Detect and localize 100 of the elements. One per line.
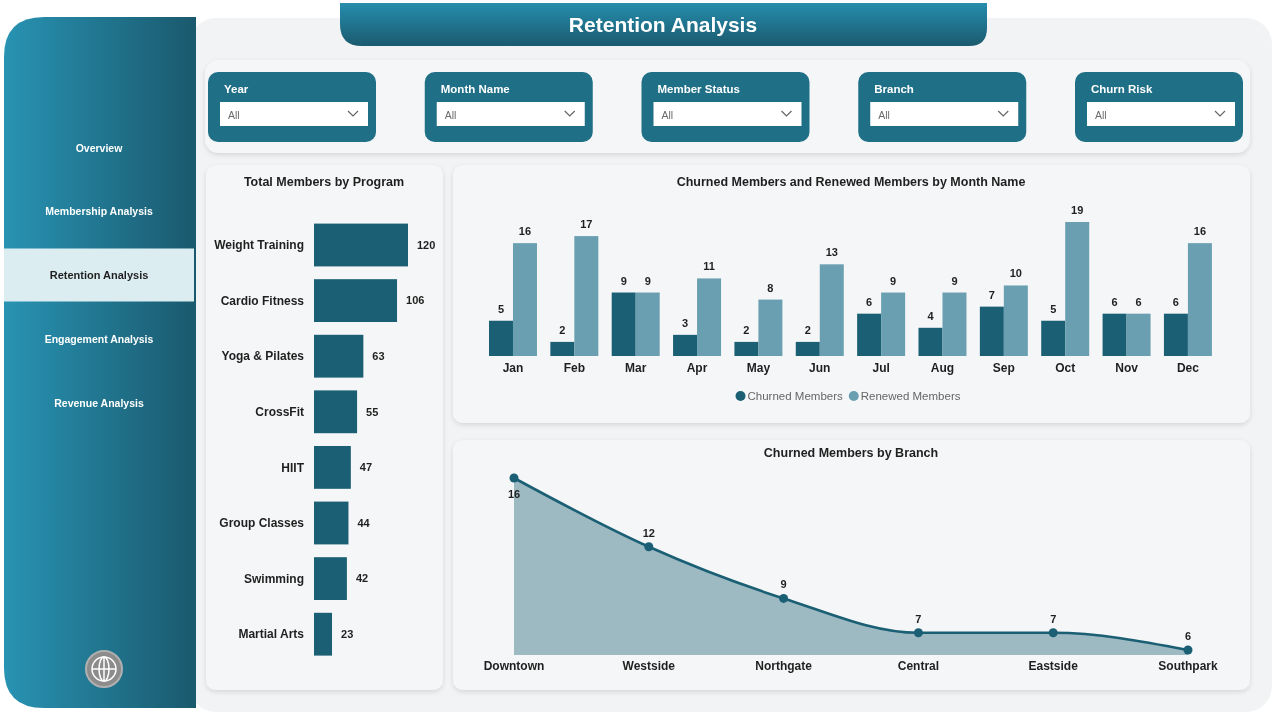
bar xyxy=(314,390,358,434)
bar xyxy=(512,243,537,356)
y-tick-label: Yoga & Pilates xyxy=(221,349,305,364)
bar xyxy=(314,557,347,601)
point xyxy=(913,628,923,638)
bar xyxy=(314,279,398,323)
bar xyxy=(488,320,513,356)
y-tick-label: CrossFit xyxy=(255,405,304,419)
bar xyxy=(1163,313,1188,356)
data-label: 11 xyxy=(703,260,715,273)
chart-title: Churned Members and Renewed Members by Month Name xyxy=(676,175,1026,189)
y-tick-label: Weight Training xyxy=(214,238,304,253)
text: Year xyxy=(224,83,249,96)
point xyxy=(779,593,789,603)
data-label: 9 xyxy=(780,578,787,591)
data-label: 9 xyxy=(644,274,651,287)
data-label: 2 xyxy=(804,323,811,336)
point xyxy=(1048,628,1058,638)
bar xyxy=(635,292,660,356)
text: All xyxy=(1095,108,1107,121)
data-label: 5 xyxy=(497,302,505,315)
data-label: 19 xyxy=(1071,204,1084,216)
text: Churn Risk xyxy=(1091,83,1153,96)
y-tick-label: HIIT xyxy=(281,460,305,475)
text: Retention Analysis xyxy=(49,269,149,282)
data-label: 7 xyxy=(915,612,922,625)
data-label: 16 xyxy=(1193,225,1207,238)
data-label: 63 xyxy=(372,350,385,363)
data-label: 9 xyxy=(951,274,958,287)
data-label: 6 xyxy=(1184,630,1192,642)
text: Month Name xyxy=(440,83,510,96)
bar xyxy=(819,264,844,356)
bar xyxy=(857,313,882,356)
text: Membership Analysis xyxy=(45,205,153,218)
x-tick-label: Aug xyxy=(930,361,955,375)
text: Engagement Analysis xyxy=(44,332,154,345)
text: Retention Analysis xyxy=(568,13,758,37)
x-tick-label: May xyxy=(746,361,771,375)
data-label: 7 xyxy=(1050,612,1057,625)
bar xyxy=(314,612,333,656)
x-tick-label: Nov xyxy=(1115,361,1139,375)
bar xyxy=(697,278,722,356)
data-label: 13 xyxy=(825,246,838,259)
text: Branch xyxy=(874,83,914,96)
bar xyxy=(611,292,636,356)
x-tick-label: Dec xyxy=(1176,361,1200,375)
bar xyxy=(1041,320,1066,356)
data-label: 12 xyxy=(642,526,655,539)
x-tick-label: Downtown xyxy=(483,659,545,673)
x-tick-label: Jan xyxy=(502,361,524,375)
x-tick-label: Apr xyxy=(686,361,708,375)
data-label: 16 xyxy=(518,225,532,238)
x-tick-label: Eastside xyxy=(1028,659,1079,673)
bar xyxy=(1102,313,1127,356)
data-label: 23 xyxy=(341,628,354,641)
bar xyxy=(1187,243,1212,356)
bar xyxy=(314,223,408,267)
bar xyxy=(314,445,351,489)
data-label: 6 xyxy=(1111,295,1118,308)
x-tick-label: Central xyxy=(897,659,940,673)
bar xyxy=(942,292,967,356)
y-tick-label: Martial Arts xyxy=(238,627,305,642)
data-label: 47 xyxy=(359,461,373,474)
x-tick-label: Sep xyxy=(992,361,1015,375)
data-label: 17 xyxy=(580,218,593,231)
x-tick-label: Jun xyxy=(809,361,831,375)
data-label: 55 xyxy=(366,405,379,418)
point xyxy=(644,542,654,552)
data-label: 2 xyxy=(559,323,566,336)
bar xyxy=(758,299,783,356)
x-tick-label: Northgate xyxy=(755,659,813,673)
data-label: 6 xyxy=(1135,295,1142,308)
bar xyxy=(979,306,1004,356)
data-label: 5 xyxy=(1050,302,1057,315)
bar xyxy=(314,501,349,545)
x-tick-label: Oct xyxy=(1055,361,1076,375)
data-label: 106 xyxy=(406,294,425,307)
data-label: 16 xyxy=(507,488,521,500)
chart-title: Total Members by Program xyxy=(243,175,405,189)
bar xyxy=(734,341,759,356)
bar xyxy=(314,334,364,378)
y-tick-label: Swimming xyxy=(243,571,304,586)
data-label: 6 xyxy=(866,295,873,308)
data-label: 9 xyxy=(890,274,897,287)
data-label: 4 xyxy=(927,309,935,322)
text: All xyxy=(228,108,240,121)
bar xyxy=(918,327,943,356)
x-tick-label: Mar xyxy=(625,361,647,375)
data-label: 6 xyxy=(1172,295,1179,308)
data-label: 3 xyxy=(682,316,689,329)
text: Member Status xyxy=(657,83,740,96)
text: All xyxy=(878,108,890,121)
text: All xyxy=(444,108,457,121)
x-tick-label: Southpark xyxy=(1158,659,1218,673)
bar xyxy=(1065,222,1090,356)
data-label: 120 xyxy=(417,238,436,251)
data-label: 8 xyxy=(767,281,774,294)
text: All xyxy=(661,108,674,121)
data-label: 7 xyxy=(988,288,995,301)
point xyxy=(1183,645,1193,655)
